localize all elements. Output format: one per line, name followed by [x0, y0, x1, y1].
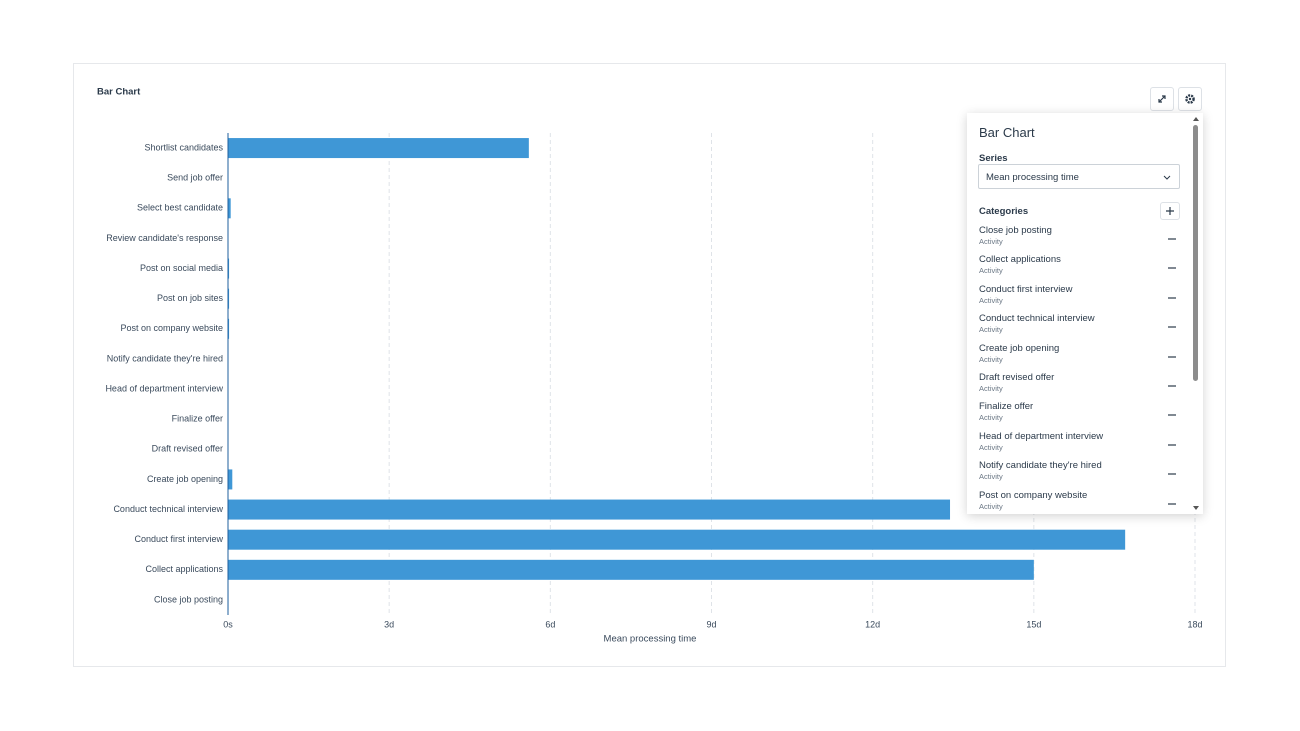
category-kind: Activity: [979, 472, 1003, 482]
bar: [228, 258, 230, 279]
y-tick-label: Close job posting: [154, 594, 223, 604]
y-tick-label: Post on social media: [140, 263, 223, 273]
bar: [228, 559, 1034, 580]
series-value: Mean processing time: [986, 172, 1079, 183]
category-item: Draft revised offer Activity: [979, 372, 1179, 401]
x-tick-label: 18d: [1187, 619, 1202, 629]
category-item: Post on company website Activity: [979, 490, 1179, 514]
settings-button[interactable]: [1178, 87, 1202, 111]
chart-title: Bar Chart: [97, 87, 141, 98]
bar: [228, 469, 233, 490]
bar: [228, 198, 231, 219]
category-item: Close job posting Activity: [979, 225, 1179, 254]
category-list: Close job posting Activity Collect applica…: [979, 225, 1179, 514]
panel-title: Bar Chart: [979, 125, 1035, 140]
category-name: Draft revised offer: [979, 371, 1055, 383]
x-tick-label: 3d: [384, 619, 394, 629]
category-kind: Activity: [979, 295, 1003, 305]
category-name: Collect applications: [979, 254, 1061, 266]
remove-category-button[interactable]: [1167, 234, 1177, 244]
remove-category-button[interactable]: [1167, 440, 1177, 450]
category-item: Conduct technical interview Activity: [979, 313, 1179, 342]
expand-button[interactable]: [1150, 87, 1174, 111]
y-tick-label: Review candidate's response: [106, 233, 223, 243]
category-kind: Activity: [979, 237, 1003, 246]
add-category-button[interactable]: [1160, 202, 1180, 220]
category-kind: Activity: [979, 266, 1003, 276]
y-tick-label: Notify candidate they're hired: [107, 353, 223, 363]
y-tick-label: Shortlist candidates: [144, 142, 223, 152]
y-tick-label: Post on company website: [120, 323, 223, 333]
series-label: Series: [979, 153, 1008, 164]
bar: [228, 288, 230, 309]
x-tick-label: 12d: [865, 619, 880, 629]
x-tick-label: 0s: [223, 619, 233, 629]
category-name: Conduct first interview: [979, 283, 1073, 295]
remove-category-button[interactable]: [1167, 322, 1177, 332]
categories-label: Categories: [979, 206, 1029, 217]
category-item: Collect applications Activity: [979, 254, 1179, 283]
x-tick-label: 6d: [545, 619, 555, 629]
category-kind: Activity: [979, 325, 1003, 335]
y-tick-label: Finalize offer: [172, 414, 223, 424]
remove-category-button[interactable]: [1167, 381, 1177, 391]
category-name: Conduct technical interview: [979, 313, 1095, 325]
remove-category-button[interactable]: [1167, 352, 1177, 362]
x-tick-label: 15d: [1026, 619, 1041, 629]
y-tick-label: Collect applications: [145, 564, 223, 574]
y-tick-label: Conduct first interview: [134, 534, 223, 544]
y-tick-label: Head of department interview: [105, 383, 223, 393]
y-tick-label: Conduct technical interview: [113, 504, 223, 514]
bar: [228, 138, 529, 159]
remove-category-button[interactable]: [1167, 263, 1177, 273]
category-name: Post on company website: [979, 489, 1088, 501]
bar: [228, 529, 1126, 550]
bar: [228, 499, 951, 520]
remove-category-button[interactable]: [1167, 410, 1177, 420]
category-kind: Activity: [979, 501, 1003, 511]
y-tick-label: Create job opening: [147, 474, 223, 484]
category-name: Create job opening: [979, 342, 1060, 354]
category-item: Head of department interview Activity: [979, 431, 1179, 460]
y-tick-label: Send job offer: [167, 173, 223, 183]
scrollbar[interactable]: [1193, 125, 1198, 381]
y-tick-label: Draft revised offer: [152, 444, 223, 454]
remove-category-button[interactable]: [1167, 499, 1177, 509]
x-axis-title: Mean processing time: [604, 634, 697, 645]
category-name: Close job posting: [979, 225, 1052, 236]
settings-panel: Bar Chart Series Mean processing time Ca…: [967, 113, 1203, 514]
category-kind: Activity: [979, 413, 1003, 423]
category-kind: Activity: [979, 354, 1003, 364]
category-kind: Activity: [979, 383, 1003, 393]
x-tick-label: 9d: [706, 619, 716, 629]
category-name: Finalize offer: [979, 401, 1034, 413]
category-item: Finalize offer Activity: [979, 401, 1179, 430]
chart-card: [73, 63, 1226, 667]
series-select[interactable]: Mean processing time: [978, 164, 1180, 189]
bar: [228, 318, 230, 339]
category-item: Conduct first interview Activity: [979, 284, 1179, 313]
category-kind: Activity: [979, 442, 1003, 452]
category-name: Head of department interview: [979, 430, 1104, 442]
category-item: Create job opening Activity: [979, 343, 1179, 372]
remove-category-button[interactable]: [1167, 469, 1177, 479]
category-item: Notify candidate they're hired Activity: [979, 460, 1179, 489]
category-name: Notify candidate they're hired: [979, 460, 1102, 472]
y-tick-label: Post on job sites: [157, 293, 224, 303]
remove-category-button[interactable]: [1167, 293, 1177, 303]
y-tick-label: Select best candidate: [137, 203, 223, 213]
